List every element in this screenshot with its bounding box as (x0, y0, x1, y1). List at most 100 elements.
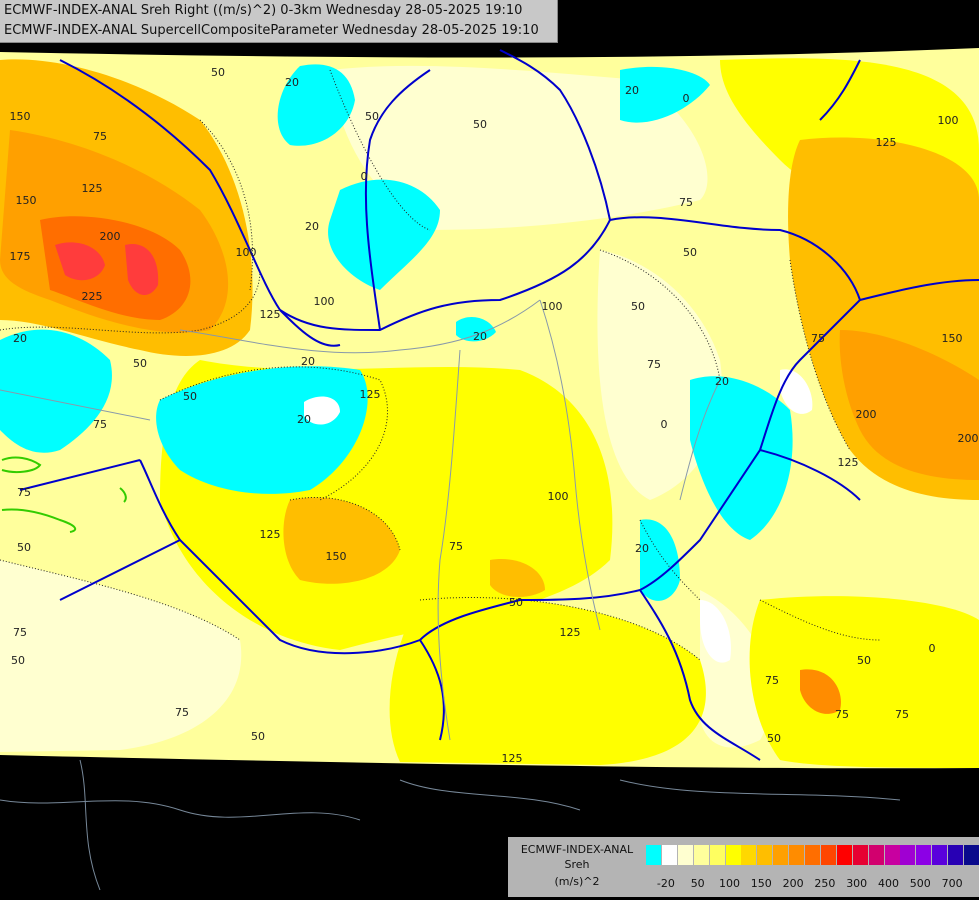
contour-label: 125 (82, 182, 103, 195)
contour-labels: 1507512515020017522520505075755075505020… (10, 66, 979, 765)
cyan-region-southeast (640, 519, 680, 601)
contour-label: 50 (17, 541, 31, 554)
contour-label: 125 (360, 388, 381, 401)
contour-label: 20 (305, 220, 319, 233)
pale-region-north (330, 65, 708, 230)
orange-region-southeast (800, 669, 841, 714)
legend-swatch (836, 845, 852, 865)
contour-label: 75 (93, 418, 107, 431)
contour-label: 50 (183, 390, 197, 403)
contour-label: 200 (958, 432, 979, 445)
legend-swatch (820, 845, 836, 865)
contour-label: 75 (449, 540, 463, 553)
contour-label: 225 (82, 290, 103, 303)
cyan-region-north-2 (328, 179, 440, 290)
contour-label: 125 (260, 528, 281, 541)
red-region-west (55, 242, 105, 281)
legend-tick-label: 700 (941, 877, 963, 890)
title-box: ECMWF-INDEX-ANAL Sreh Right ((m/s)^2) 0-… (0, 0, 558, 43)
contour-label: 125 (876, 136, 897, 149)
white-region-east (780, 369, 813, 414)
contour-label: 75 (17, 486, 31, 499)
yellow-region-south (389, 597, 706, 765)
contour-label: 50 (631, 300, 645, 313)
yellow-region-southeast (749, 596, 979, 768)
legend-tick-label: 500 (909, 877, 931, 890)
legend-tick-label: -20 (656, 877, 675, 890)
legend-swatch (916, 845, 932, 865)
legend-swatch (964, 845, 979, 865)
scp-contours (1, 456, 127, 533)
contour-label: 150 (16, 194, 37, 207)
contour-label: 20 (297, 413, 311, 426)
cyan-region-east (690, 376, 793, 540)
pale-region-southwest (0, 560, 242, 752)
legend-title-1: ECMWF-INDEX-ANAL (520, 843, 634, 856)
contour-label: 125 (560, 626, 581, 639)
legend-swatch (741, 845, 757, 865)
contour-label: 75 (835, 708, 849, 721)
contour-label: 100 (548, 490, 569, 503)
legend-swatch (646, 845, 661, 865)
legend-swatch (709, 845, 725, 865)
orange-region-south-center (283, 497, 400, 584)
contour-label: 0 (361, 170, 368, 183)
legend-swatch (868, 845, 884, 865)
legend-tick-label: 50 (690, 877, 705, 890)
contour-label: 20 (715, 375, 729, 388)
orange-region-east-core (839, 330, 979, 480)
orange-region-south (490, 559, 545, 597)
legend-tick-label: 100 (719, 877, 740, 890)
contour-label: 50 (857, 654, 871, 667)
contour-label: 200 (100, 230, 121, 243)
cyan-region-small (456, 317, 496, 342)
cyan-region-northeast (620, 66, 710, 123)
contour-label: 0 (661, 418, 668, 431)
red-region-west-2 (125, 244, 159, 296)
legend-unit: (m/s)^2 (554, 875, 600, 888)
contour-label: 150 (326, 550, 347, 563)
contour-label: 50 (11, 654, 25, 667)
contour-label: 20 (473, 330, 487, 343)
legend-tick-label: 400 (878, 877, 899, 890)
title-line-2: ECMWF-INDEX-ANAL SupercellCompositeParam… (4, 23, 539, 38)
orange-region-west-peak (40, 216, 191, 320)
contour-label: 20 (635, 542, 649, 555)
legend-swatch (693, 845, 709, 865)
contour-label: 75 (93, 130, 107, 143)
legend-tick-label: 150 (750, 877, 772, 890)
legend-swatch (725, 845, 741, 865)
contour-label: 75 (647, 358, 661, 371)
legend-swatch (789, 845, 805, 865)
legend-tick-label: 300 (846, 877, 868, 890)
contour-label: 75 (895, 708, 909, 721)
contour-label: 75 (679, 196, 693, 209)
contour-label: 50 (767, 732, 781, 745)
contour-label: 20 (301, 355, 315, 368)
dotted-contours (0, 69, 881, 661)
contour-label: 50 (251, 730, 265, 743)
legend-swatch (932, 845, 948, 865)
contour-label: 125 (502, 752, 523, 765)
legend-title-2: Sreh (564, 858, 590, 871)
contour-label: 20 (625, 84, 639, 97)
legend-swatch (773, 845, 789, 865)
contour-label: 125 (260, 308, 281, 321)
legend-swatch (757, 845, 773, 865)
contour-label: 100 (938, 114, 959, 127)
legend-swatch (805, 845, 820, 865)
white-region-southeast (700, 600, 731, 663)
contour-label: 0 (683, 92, 690, 105)
contour-label: 75 (175, 706, 189, 719)
contour-label: 50 (683, 246, 697, 259)
rivers (0, 299, 721, 741)
contour-label: 150 (942, 332, 963, 345)
legend-tick-label: 250 (814, 877, 836, 890)
contour-label: 20 (13, 332, 27, 345)
legend-swatch (852, 845, 868, 865)
contour-label: 150 (10, 110, 31, 123)
title-line-1: ECMWF-INDEX-ANAL Sreh Right ((m/s)^2) 0-… (4, 3, 523, 18)
legend-swatch (948, 845, 964, 865)
contour-label: 75 (811, 332, 825, 345)
contour-label: 0 (929, 642, 936, 655)
